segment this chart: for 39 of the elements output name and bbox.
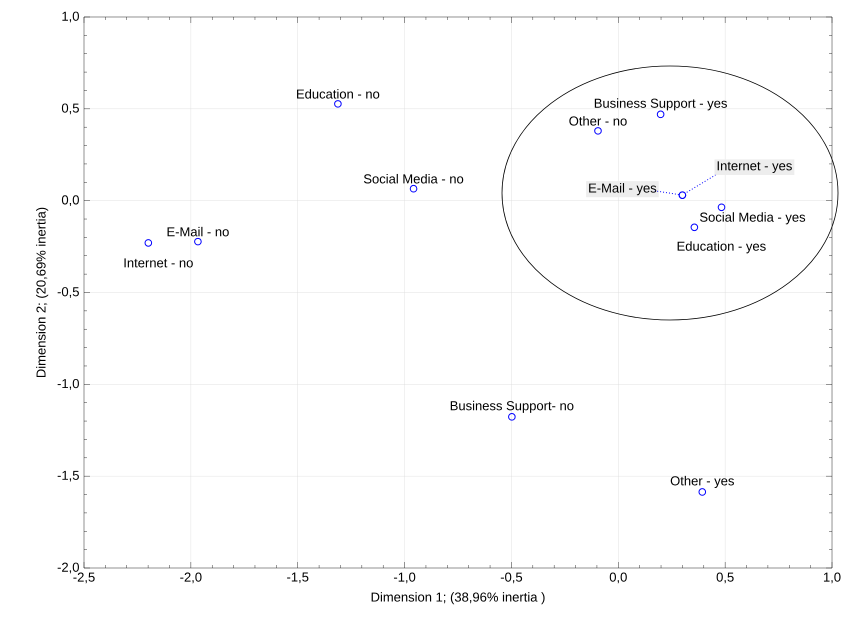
annotation: Education - yes xyxy=(678,241,766,254)
annotation: Other - yes xyxy=(670,476,734,488)
x-axis-title: Dimension 1; (38,96% inertia ) xyxy=(372,592,545,604)
x-tick-label: 0,0 xyxy=(610,572,627,584)
annotation: E-Mail - yes xyxy=(589,183,656,196)
point xyxy=(144,239,152,247)
point xyxy=(194,238,202,246)
y-axis-title: Dimension 2; (20,69% inertia) xyxy=(36,208,48,378)
annotation: E-Mail - no xyxy=(168,226,229,236)
y-tick-label: -0,5 xyxy=(58,287,79,298)
y-tick-label: -1,5 xyxy=(58,470,79,482)
point xyxy=(508,413,516,421)
point xyxy=(594,127,602,135)
y-tick-label: -1,0 xyxy=(58,378,79,390)
point xyxy=(690,223,698,232)
y-tick-label: -2,0 xyxy=(58,562,79,574)
annotation: Social Media - no xyxy=(364,174,464,184)
x-tick-label: 1,0 xyxy=(824,572,841,584)
annotation: Business Support- no xyxy=(450,400,574,413)
point xyxy=(410,184,418,193)
y-tick-label: 1,0 xyxy=(62,12,79,22)
x-tick-label: -0,5 xyxy=(500,572,522,584)
point xyxy=(334,100,342,108)
annotation: Social Media - yes xyxy=(700,212,806,224)
y-tick-label: 0,5 xyxy=(62,103,79,114)
x-tick-label: -1,5 xyxy=(287,572,308,584)
x-tick-label: -2,5 xyxy=(73,572,95,584)
annotation: Internet - no xyxy=(124,258,193,268)
x-tick-label: -1,0 xyxy=(394,572,416,584)
x-tick-label: 0,5 xyxy=(716,572,734,584)
annotation: Internet - yes xyxy=(718,161,792,173)
annotation: Education - no xyxy=(297,89,380,99)
point xyxy=(698,488,706,496)
annotation: Other - no xyxy=(569,116,627,126)
point xyxy=(656,110,664,118)
y-tick-label: 0,0 xyxy=(62,195,79,206)
x-tick-label: -2,0 xyxy=(180,572,202,584)
point xyxy=(718,203,726,212)
annotation: Business Support - yes xyxy=(594,98,727,110)
